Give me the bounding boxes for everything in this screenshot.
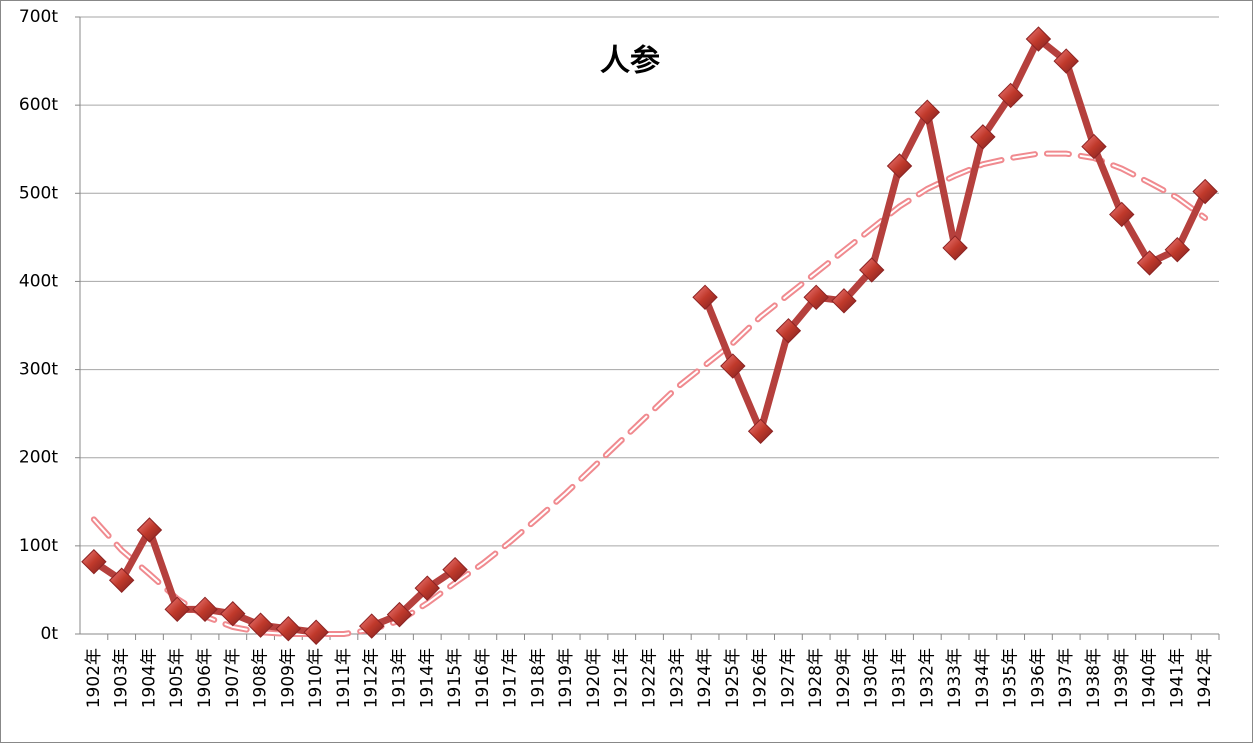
trendline-core — [92, 152, 1207, 635]
x-tick-label: 1909年 — [278, 648, 298, 708]
x-tick-label: 1918年 — [528, 648, 548, 708]
y-tick-label: 700t — [19, 7, 58, 27]
x-tick-label: 1922年 — [640, 648, 660, 708]
x-tick-label: 1933年 — [945, 648, 965, 708]
x-tick-label: 1924年 — [695, 648, 715, 708]
x-tick-label: 1942年 — [1195, 648, 1215, 708]
x-tick-label: 1915年 — [445, 648, 465, 708]
x-tick-label: 1937年 — [1056, 648, 1076, 708]
x-tick-label: 1904年 — [139, 648, 159, 708]
x-tick-label: 1926年 — [751, 648, 771, 708]
y-tick-label: 0t — [41, 624, 59, 644]
x-tick-label: 1906年 — [195, 648, 215, 708]
marker — [1136, 250, 1163, 276]
x-tick-label: 1910年 — [306, 648, 326, 708]
x-tick-label: 1914年 — [417, 648, 437, 708]
x-tick-label: 1917年 — [501, 648, 521, 708]
x-tick-label: 1929年 — [834, 648, 854, 708]
x-tick-label: 1939年 — [1112, 648, 1132, 708]
x-tick-label: 1908年 — [251, 648, 271, 708]
y-tick-label: 300t — [19, 360, 58, 380]
marker — [81, 549, 107, 575]
marker — [1081, 133, 1107, 160]
x-tick-label: 1905年 — [167, 648, 187, 708]
marker — [414, 575, 440, 601]
marker — [164, 596, 190, 623]
marker — [970, 124, 996, 150]
x-tick-label: 1903年 — [112, 648, 132, 708]
marker — [192, 596, 218, 623]
x-tick-label: 1940年 — [1140, 648, 1160, 708]
y-tick-label: 600t — [19, 95, 58, 115]
y-tick-label: 200t — [19, 448, 58, 468]
marker — [108, 567, 135, 593]
x-tick-label: 1938年 — [1084, 648, 1104, 708]
marker — [942, 235, 968, 261]
marker — [247, 612, 274, 638]
x-tick-label: 1936年 — [1028, 648, 1048, 708]
chart-title: 人参 — [600, 44, 660, 79]
y-tick-label: 500t — [19, 183, 58, 203]
x-tick-label: 1934年 — [973, 648, 993, 708]
marker — [358, 613, 385, 639]
marker — [386, 601, 413, 628]
x-tick-label: 1928年 — [806, 648, 826, 708]
marker — [720, 353, 746, 379]
marker — [442, 556, 468, 583]
x-tick-label: 1919年 — [556, 648, 576, 708]
x-tick-label: 1930年 — [862, 648, 882, 708]
x-tick-label: 1920年 — [584, 648, 604, 708]
marker — [997, 82, 1024, 109]
marker — [136, 517, 163, 543]
y-tick-label: 400t — [19, 271, 58, 291]
marker — [914, 99, 941, 125]
x-tick-label: 1941年 — [1167, 648, 1187, 708]
x-tick-label: 1911年 — [334, 648, 354, 708]
x-tick-label: 1925年 — [723, 648, 743, 708]
marker — [220, 601, 246, 627]
marker — [1109, 201, 1135, 228]
marker — [692, 284, 718, 311]
x-tick-label: 1912年 — [362, 648, 382, 708]
x-tick-label: 1931年 — [890, 648, 910, 708]
marker — [1164, 236, 1191, 263]
x-tick-label: 1902年 — [84, 648, 104, 708]
x-tick-label: 1907年 — [223, 648, 243, 708]
x-tick-label: 1935年 — [1001, 648, 1021, 708]
marker — [859, 257, 885, 283]
marker — [775, 318, 802, 344]
x-tick-label: 1921年 — [612, 648, 632, 708]
x-tick-label: 1923年 — [667, 648, 687, 708]
marker — [747, 418, 774, 444]
x-tick-label: 1916年 — [473, 648, 493, 708]
x-tick-label: 1932年 — [917, 648, 937, 708]
marker — [1025, 26, 1052, 52]
marker — [275, 616, 302, 642]
marker — [831, 288, 857, 314]
marker — [1053, 48, 1079, 74]
y-tick-label: 100t — [19, 536, 58, 556]
x-tick-label: 1927年 — [778, 648, 798, 708]
x-tick-label: 1913年 — [389, 648, 409, 708]
marker — [303, 619, 329, 645]
marker — [886, 153, 913, 179]
marker — [803, 284, 829, 311]
marker — [1192, 178, 1218, 205]
